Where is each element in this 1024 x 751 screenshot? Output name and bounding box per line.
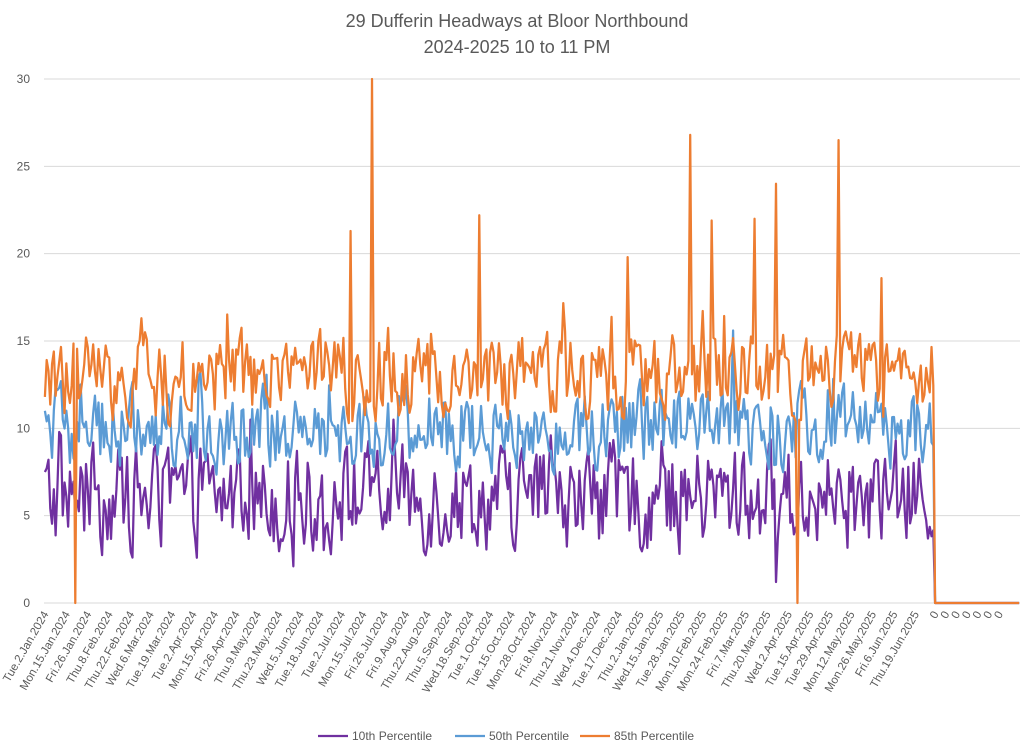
gridlines	[44, 78, 1020, 604]
y-tick-label: 15	[17, 334, 31, 348]
legend-label: 85th Percentile	[614, 729, 694, 743]
chart-title: 29 Dufferin Headways at Bloor Northbound	[346, 11, 689, 31]
chart-title-group: 29 Dufferin Headways at Bloor Northbound…	[346, 11, 689, 57]
series-lines	[43, 77, 1020, 605]
x-tick-label: 0	[960, 610, 974, 622]
y-tick-label: 25	[17, 159, 31, 173]
y-tick-label: 10	[17, 421, 31, 435]
y-axis: 0 5 10 15 20 25 30	[17, 72, 31, 610]
legend-label: 10th Percentile	[352, 729, 432, 743]
x-tick-label: 0	[992, 610, 1006, 622]
y-tick-label: 0	[23, 596, 30, 610]
x-axis: Tue.2.Jan.2024Mon.15.Jan.2024Fri.26.Jan.…	[1, 609, 1006, 695]
x-tick-label: 0	[939, 610, 953, 622]
x-tick-label: 0	[928, 610, 942, 622]
x-tick-label: 0	[982, 610, 996, 622]
series-line-85th-percentile	[43, 77, 1020, 605]
x-tick-label: 0	[950, 610, 964, 622]
x-tick-label: 0	[971, 610, 985, 622]
series-line-50th-percentile	[43, 329, 1020, 605]
y-tick-label: 30	[17, 72, 31, 86]
legend-label: 50th Percentile	[489, 729, 569, 743]
y-tick-label: 5	[23, 509, 30, 523]
y-tick-label: 20	[17, 247, 31, 261]
legend: 10th Percentile 50th Percentile 85th Perce…	[318, 729, 694, 743]
chart-subtitle: 2024-2025 10 to 11 PM	[424, 37, 611, 57]
series-line-10th-percentile	[43, 418, 1020, 605]
